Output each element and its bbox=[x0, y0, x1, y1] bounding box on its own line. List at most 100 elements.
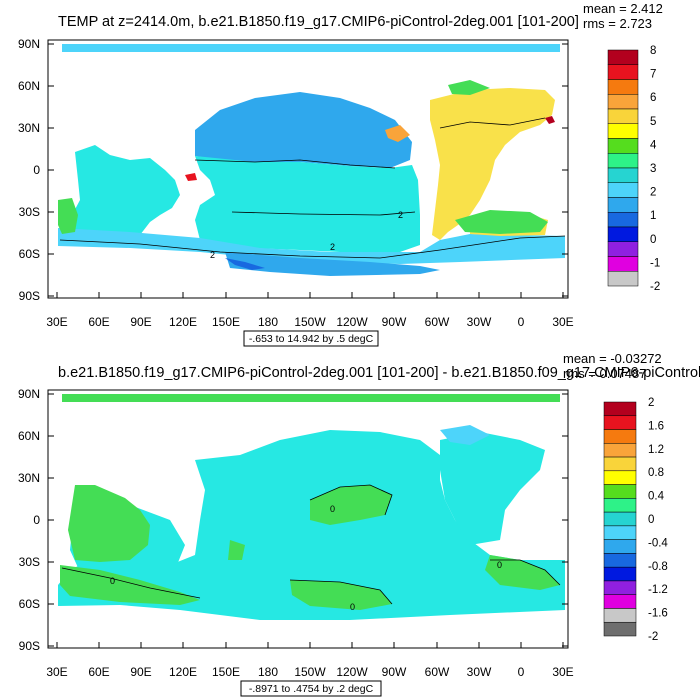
top-colorbar-swatch bbox=[607, 256, 639, 272]
top-xtick-9: 60W bbox=[425, 315, 450, 329]
top-contour-label-3: 2 bbox=[210, 250, 215, 260]
panel-top-colorbar: 8 7 6 5 4 3 2 1 0 -1 -2 bbox=[607, 45, 660, 293]
bottom-colorbar-label: 0.8 bbox=[648, 467, 664, 479]
bottom-xtick-6: 150W bbox=[294, 665, 326, 679]
top-contour-4 bbox=[439, 117, 546, 129]
bottom-ytick-6: 90S bbox=[19, 639, 40, 653]
top-colorbar-swatch bbox=[607, 108, 639, 124]
top-contour-label-1: 2 bbox=[398, 210, 403, 220]
bottom-colorbar-label: -1.2 bbox=[648, 584, 668, 596]
panel-bottom-xaxis: 30E 60E 90E 120E 150E 180 150W 120W 90W … bbox=[46, 642, 574, 679]
top-ytick-6: 90S bbox=[19, 289, 40, 303]
bottom-colorbar-swatch bbox=[603, 443, 637, 458]
bottom-contour-label-4: 0 bbox=[330, 504, 335, 514]
bottom-xtick-12: 30E bbox=[552, 665, 573, 679]
panel-top-frame bbox=[47, 39, 569, 299]
panel-bottom-range-box bbox=[240, 680, 382, 697]
top-colorbar-swatch bbox=[607, 153, 639, 169]
bottom-colorbar-swatch bbox=[603, 484, 637, 499]
panel-top-range-box bbox=[243, 330, 379, 347]
bottom-colorbar-label: -0.8 bbox=[648, 561, 668, 573]
top-xtick-8: 90W bbox=[382, 315, 407, 329]
top-southern-band-sky bbox=[58, 228, 565, 264]
bottom-xtick-5: 180 bbox=[258, 665, 278, 679]
panel-bottom-range: -.8971 to .4754 by .2 degC bbox=[249, 683, 374, 695]
top-xtick-4: 150E bbox=[212, 315, 240, 329]
top-colorbar-swatch bbox=[607, 226, 639, 242]
bottom-colorbar-swatch bbox=[603, 621, 637, 637]
top-colorbar-swatch bbox=[607, 197, 639, 213]
bottom-contour-1 bbox=[309, 484, 393, 516]
bottom-colorbar-swatch bbox=[603, 525, 637, 540]
top-xtick-12: 30E bbox=[552, 315, 573, 329]
bottom-ytick-0: 90N bbox=[18, 387, 40, 401]
top-xtick-5: 180 bbox=[258, 315, 278, 329]
top-colorbar-label: 3 bbox=[650, 163, 656, 175]
top-green-south-atlantic bbox=[455, 210, 548, 234]
top-green-west bbox=[58, 198, 78, 234]
top-colorbar-swatch bbox=[607, 182, 639, 198]
top-colorbar-swatch bbox=[607, 241, 639, 257]
top-colorbar-label: -1 bbox=[650, 257, 660, 269]
top-indian-ocean bbox=[70, 145, 180, 240]
top-colorbar-label: 6 bbox=[650, 92, 656, 104]
top-ytick-2: 30N bbox=[18, 121, 40, 135]
bottom-ytick-2: 30N bbox=[18, 471, 40, 485]
top-colorbar-label: 4 bbox=[650, 139, 657, 151]
top-colorbar-label: 0 bbox=[650, 234, 656, 246]
panel-top-map: 2 2 2 bbox=[58, 44, 566, 276]
bottom-colorbar-swatch bbox=[603, 456, 637, 472]
top-colorbar-swatch bbox=[607, 123, 639, 139]
bottom-colorbar-swatch bbox=[603, 470, 637, 485]
panel-bottom-mean: mean = -0.03272 bbox=[563, 351, 662, 366]
bottom-contour-2 bbox=[61, 567, 201, 599]
top-xtick-3: 120E bbox=[169, 315, 197, 329]
bottom-xtick-1: 60E bbox=[88, 665, 109, 679]
bottom-xtick-11: 0 bbox=[518, 665, 525, 679]
top-colorbar-label: -2 bbox=[650, 281, 660, 293]
bottom-colorbar-label: -2 bbox=[648, 631, 658, 643]
bottom-ytick-3: 0 bbox=[33, 513, 40, 527]
top-colorbar-swatch bbox=[607, 167, 639, 183]
bottom-colorbar-swatch bbox=[603, 511, 637, 527]
top-xtick-7: 120W bbox=[336, 315, 368, 329]
bottom-colorbar-label: -0.4 bbox=[648, 537, 668, 549]
top-red-spot-2 bbox=[185, 173, 197, 181]
top-colorbar-swatch bbox=[607, 49, 639, 65]
bottom-colorbar-swatch bbox=[603, 498, 637, 513]
top-xtick-1: 60E bbox=[88, 315, 109, 329]
bottom-xtick-4: 150E bbox=[212, 665, 240, 679]
top-colorbar-swatch bbox=[607, 79, 639, 95]
top-arctic-strip bbox=[62, 44, 560, 52]
top-contour-3 bbox=[59, 235, 566, 259]
top-atlantic bbox=[430, 88, 555, 240]
panel-top-xaxis: 30E 60E 90E 120E 150E 180 150W 120W 90W … bbox=[46, 292, 574, 329]
top-xtick-11: 0 bbox=[518, 315, 525, 329]
bottom-green-maritime bbox=[228, 540, 245, 560]
panel-bottom-frame bbox=[47, 389, 569, 649]
bottom-xtick-2: 90E bbox=[130, 665, 151, 679]
bottom-xtick-3: 120E bbox=[169, 665, 197, 679]
panel-top-mean: mean = 2.412 bbox=[583, 1, 663, 16]
bottom-green-indian bbox=[68, 485, 150, 562]
top-xtick-2: 90E bbox=[130, 315, 151, 329]
bottom-xtick-10: 30W bbox=[467, 665, 492, 679]
bottom-colorbar-label: 1.2 bbox=[648, 444, 664, 456]
top-colorbar-swatch bbox=[607, 64, 639, 80]
bottom-colorbar-label: 0.4 bbox=[648, 491, 665, 503]
bottom-contour-label-2: 0 bbox=[350, 602, 355, 612]
top-green-north-atlantic bbox=[448, 80, 490, 95]
top-xtick-10: 30W bbox=[467, 315, 492, 329]
top-ytick-1: 60N bbox=[18, 79, 40, 93]
bottom-xtick-8: 90W bbox=[382, 665, 407, 679]
bottom-north-atlantic bbox=[440, 425, 490, 445]
panel-top-rms: rms = 2.723 bbox=[583, 16, 652, 31]
top-ytick-3: 0 bbox=[33, 163, 40, 177]
bottom-colorbar-swatch bbox=[603, 401, 637, 417]
top-ytick-0: 90N bbox=[18, 37, 40, 51]
bottom-colorbar-swatch bbox=[603, 580, 637, 595]
bottom-ytick-4: 30S bbox=[19, 555, 40, 569]
bottom-contour-4 bbox=[490, 559, 561, 586]
top-xtick-6: 150W bbox=[294, 315, 326, 329]
top-contour-1 bbox=[194, 159, 396, 169]
